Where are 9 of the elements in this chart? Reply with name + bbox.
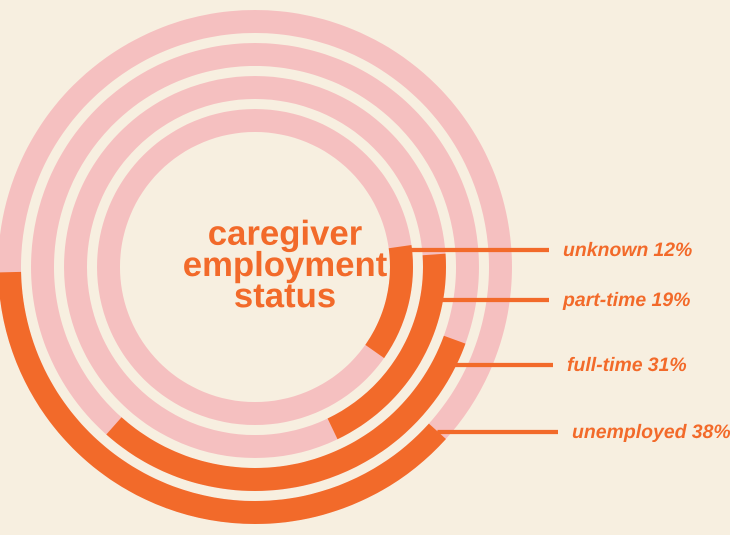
data-label: 31%: [648, 357, 686, 372]
data-label: 19%: [652, 292, 690, 306]
data-label: 12%: [654, 242, 692, 256]
data-label: 38%: [692, 424, 730, 438]
category-label: unknown: [564, 242, 648, 256]
category-label: part-time: [562, 292, 646, 310]
text: caregiver employment status: [184, 220, 387, 308]
category-label: full-time: [568, 356, 642, 372]
category-label: unemployed: [572, 424, 687, 442]
